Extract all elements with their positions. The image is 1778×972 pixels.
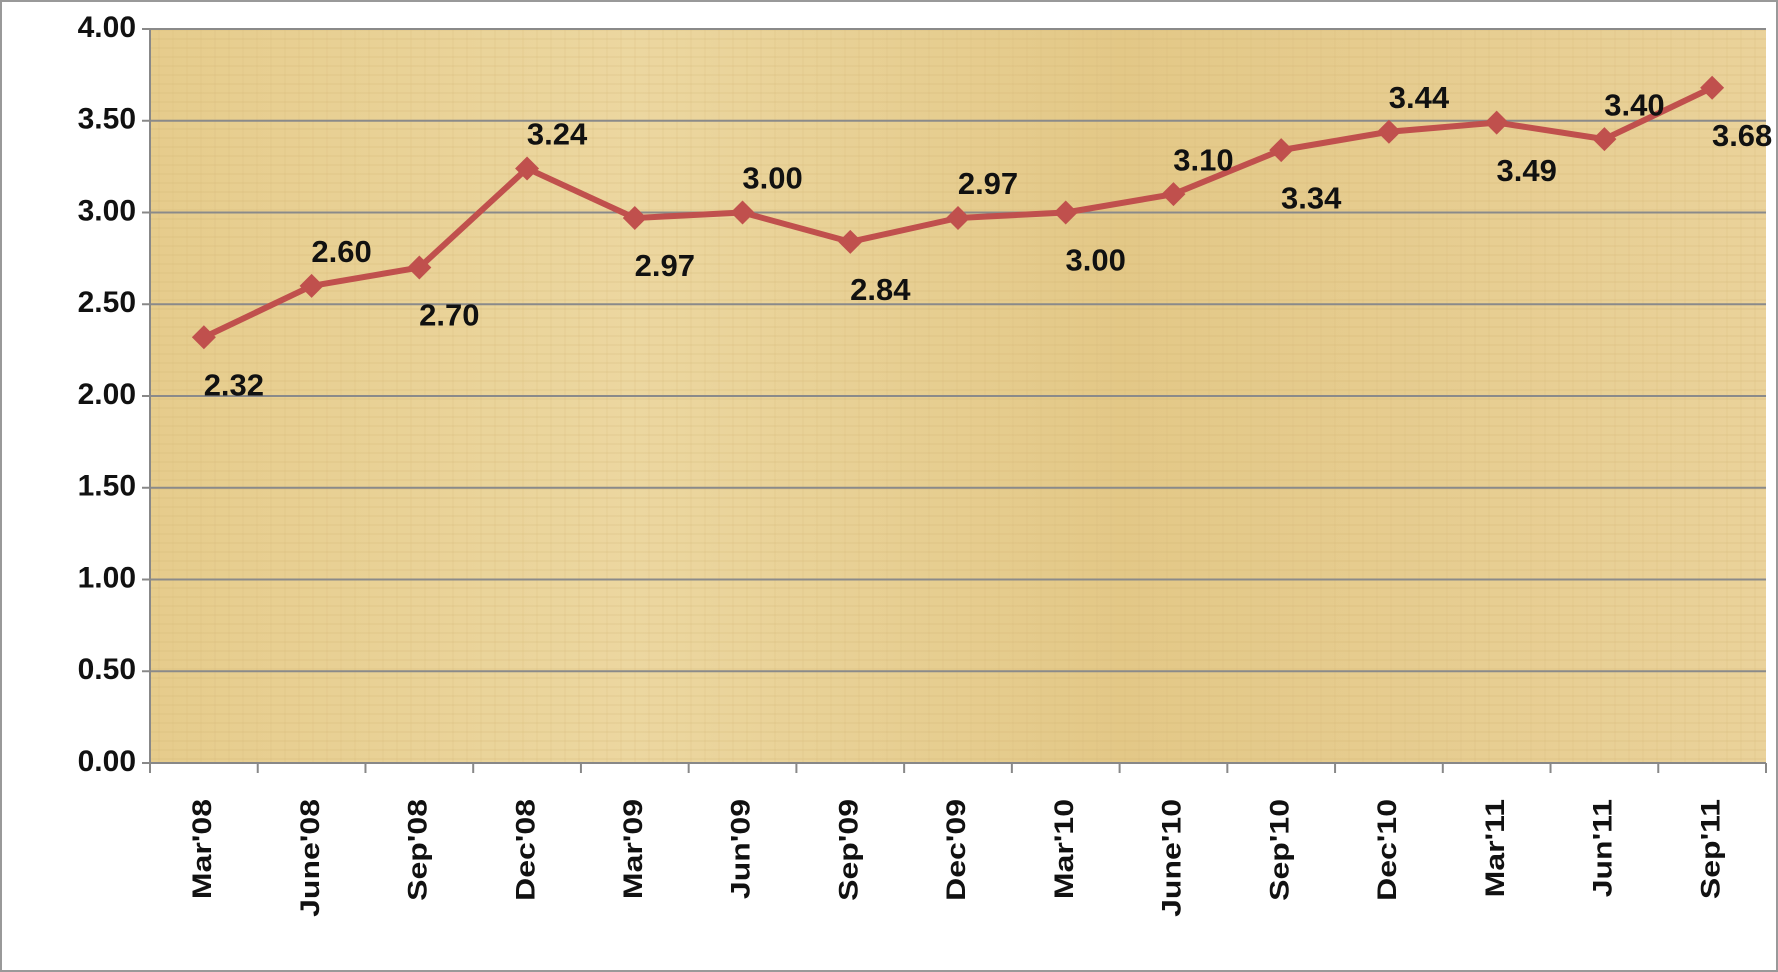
x-tick-label: Sep'11 xyxy=(1696,799,1726,899)
y-tick-label: 1.50 xyxy=(78,470,136,503)
x-tick-label: Mar'11 xyxy=(1480,799,1510,897)
marker xyxy=(299,273,324,298)
y-tick-label: 3.00 xyxy=(78,194,136,227)
data-label: 3.49 xyxy=(1496,153,1556,188)
marker xyxy=(1592,127,1617,152)
y-tick-label: 0.50 xyxy=(78,653,136,686)
marker xyxy=(838,229,863,254)
y-tick-label: 3.50 xyxy=(78,103,136,136)
data-label: 3.24 xyxy=(527,117,588,152)
y-tick-label: 0.00 xyxy=(78,745,136,778)
x-tick-label: Dec'10 xyxy=(1372,799,1402,901)
data-label: 3.00 xyxy=(742,161,802,196)
x-tick-label: Mar'09 xyxy=(618,799,648,899)
x-tick-label: Sep'10 xyxy=(1265,799,1295,901)
marker xyxy=(1700,75,1725,100)
y-tick-label: 4.00 xyxy=(78,11,136,44)
marker xyxy=(1053,200,1078,225)
x-tick-label: Dec'09 xyxy=(941,799,971,901)
marker xyxy=(946,206,970,231)
x-tick-label: Jun'09 xyxy=(726,799,756,899)
marker xyxy=(730,200,755,225)
marker xyxy=(191,325,216,350)
marker xyxy=(1376,119,1401,144)
y-tick-label: 1.00 xyxy=(78,561,136,594)
y-tick-label: 2.50 xyxy=(78,286,136,319)
marker xyxy=(1269,138,1294,163)
marker xyxy=(1161,182,1186,207)
x-tick-label: Jun'11 xyxy=(1588,799,1618,897)
data-label: 2.60 xyxy=(311,234,371,269)
y-tick-label: 2.00 xyxy=(78,378,136,411)
data-label: 3.40 xyxy=(1604,87,1664,122)
marker xyxy=(622,206,647,231)
data-label: 2.97 xyxy=(958,166,1018,201)
data-label: 2.32 xyxy=(204,367,264,402)
x-tick-label: June'08 xyxy=(295,799,325,917)
data-label: 3.44 xyxy=(1389,80,1450,115)
x-tick-label: Sep'09 xyxy=(834,799,864,901)
data-label: 3.00 xyxy=(1066,243,1126,278)
data-label: 3.34 xyxy=(1281,180,1342,215)
x-tick-label: Sep'08 xyxy=(403,799,433,901)
data-label: 3.10 xyxy=(1173,142,1233,177)
data-label: 3.68 xyxy=(1712,118,1772,153)
data-label: 2.84 xyxy=(850,272,911,307)
data-label: 2.97 xyxy=(635,248,695,283)
marker xyxy=(407,255,432,280)
x-tick-label: Mar'10 xyxy=(1049,799,1079,899)
x-tick-label: June'10 xyxy=(1157,799,1187,917)
marker xyxy=(1484,110,1509,135)
x-tick-label: Dec'08 xyxy=(510,799,540,901)
data-label: 2.70 xyxy=(419,298,479,333)
marker xyxy=(515,156,540,181)
x-tick-label: Mar'08 xyxy=(187,799,217,899)
